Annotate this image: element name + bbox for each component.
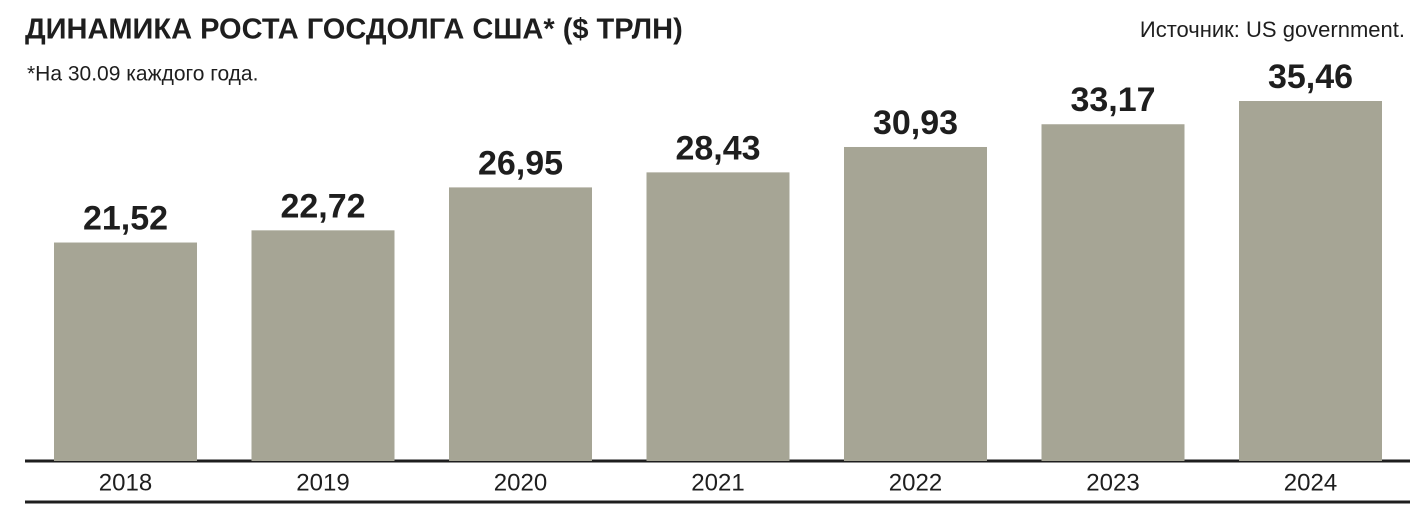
bar	[54, 242, 197, 461]
x-tick-label: 2021	[691, 469, 744, 496]
bar	[1041, 124, 1185, 462]
bar	[449, 187, 592, 461]
bar	[1239, 101, 1382, 461]
x-tick-label: 2022	[889, 469, 942, 496]
bar	[646, 172, 790, 462]
bar	[844, 146, 987, 461]
x-tick-label: 2023	[1086, 469, 1139, 496]
chart-title: ДИНАМИКА РОСТА ГОСДОЛГА США* ($ ТРЛН)	[25, 14, 683, 46]
value-label: 22,72	[280, 187, 365, 225]
x-tick-label: 2024	[1284, 469, 1337, 496]
source-note: Источник: US government.	[1140, 17, 1405, 42]
bar	[251, 230, 395, 461]
value-label: 26,95	[478, 144, 563, 182]
x-tick-label: 2020	[494, 469, 547, 496]
x-tick-label: 2018	[99, 469, 152, 496]
x-tick-label: 2019	[296, 469, 349, 496]
value-label: 28,43	[675, 129, 760, 167]
value-label: 30,93	[873, 104, 958, 142]
chart-subtitle: *На 30.09 каждого года.	[27, 63, 258, 86]
value-label: 21,52	[83, 200, 168, 238]
value-label: 35,46	[1268, 58, 1353, 96]
value-label: 33,17	[1070, 81, 1155, 119]
